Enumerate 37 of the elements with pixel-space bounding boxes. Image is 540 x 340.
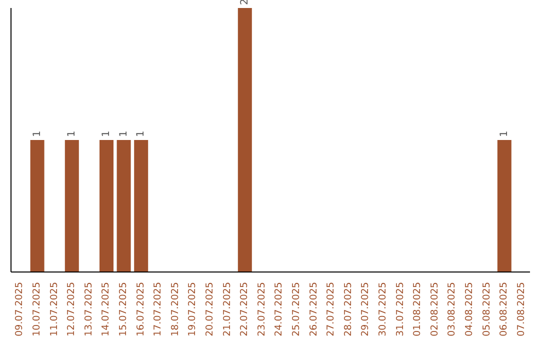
x-tick-label: 07.08.2025 bbox=[516, 282, 527, 336]
x-tick-label: 15.07.2025 bbox=[118, 282, 129, 336]
x-tick-label: 13.07.2025 bbox=[83, 282, 94, 336]
x-tick-label: 03.08.2025 bbox=[446, 282, 458, 336]
x-tick-label: 23.07.2025 bbox=[256, 282, 268, 336]
x-tick-label: 24.07.2025 bbox=[274, 282, 285, 336]
x-tick-label: 31.07.2025 bbox=[394, 282, 406, 336]
x-tick-label: 28.07.2025 bbox=[342, 282, 354, 336]
x-tick-label: 16.07.2025 bbox=[135, 282, 146, 336]
x-tick-label: 04.08.2025 bbox=[464, 282, 475, 336]
x-tick-label: 27.07.2025 bbox=[326, 282, 337, 336]
x-tick-label: 05.08.2025 bbox=[481, 282, 492, 336]
x-tick-label: 06.08.2025 bbox=[498, 282, 510, 336]
x-tick-label: 01.08.2025 bbox=[412, 282, 424, 336]
x-tick-label: 22.07.2025 bbox=[239, 282, 250, 336]
x-tick-label: 17.07.2025 bbox=[152, 282, 164, 336]
x-tick-label: 26.07.2025 bbox=[308, 282, 320, 336]
data-label: 1 bbox=[498, 130, 510, 137]
x-tick-label: 10.07.2025 bbox=[31, 282, 42, 336]
x-tick-label: 12.07.2025 bbox=[66, 282, 78, 336]
data-label: 1 bbox=[66, 130, 78, 137]
x-tick-label: 29.07.2025 bbox=[360, 282, 372, 336]
data-label: 2 bbox=[239, 0, 250, 5]
x-tick-label: 14.07.2025 bbox=[100, 282, 112, 336]
x-tick-label: 11.07.2025 bbox=[48, 282, 60, 336]
data-label: 1 bbox=[136, 130, 147, 137]
x-tick-label: 20.07.2025 bbox=[204, 282, 216, 336]
data-label: 1 bbox=[32, 130, 43, 137]
data-label: 1 bbox=[118, 130, 130, 137]
x-tick-label: 09.07.2025 bbox=[14, 282, 26, 336]
data-label: 1 bbox=[101, 130, 112, 137]
x-tick-label: 30.07.2025 bbox=[377, 282, 388, 336]
x-tick-label: 19.07.2025 bbox=[187, 282, 198, 336]
x-tick-label: 25.07.2025 bbox=[290, 282, 302, 336]
x-tick-label: 21.07.2025 bbox=[222, 282, 233, 336]
x-tick-label: 02.08.2025 bbox=[429, 282, 440, 336]
x-tick-label: 18.07.2025 bbox=[170, 282, 181, 336]
